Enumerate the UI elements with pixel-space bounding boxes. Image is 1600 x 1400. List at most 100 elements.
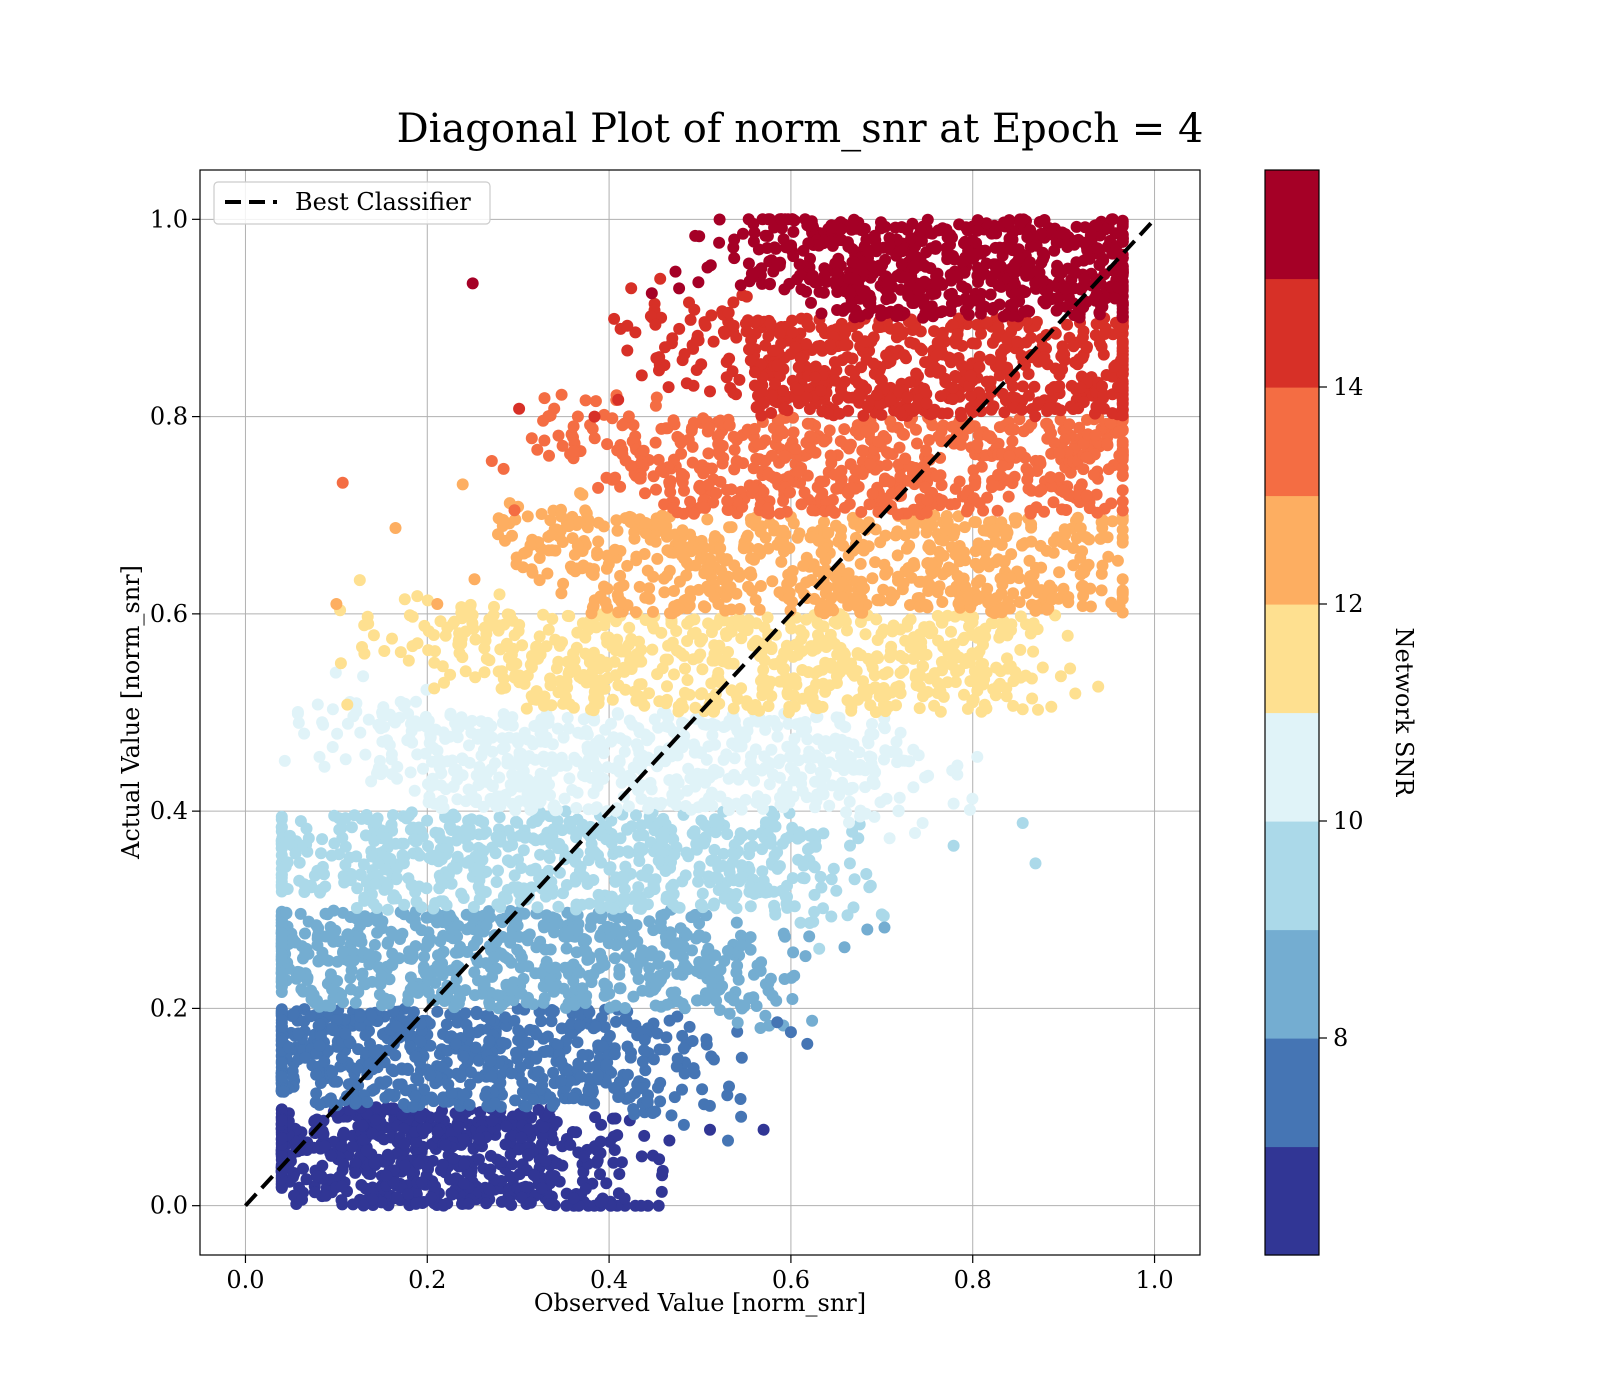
scatter-point [700,718,713,731]
scatter-point [913,702,926,715]
scatter-point [651,668,664,681]
scatter-point [995,539,1008,551]
scatter-point [735,682,748,695]
scatter-point [609,999,622,1012]
scatter-point [723,862,736,875]
scatter-point [311,698,324,711]
scatter-point [652,1199,665,1212]
scatter-point [1041,603,1053,616]
scatter-point [585,914,598,927]
scatter-point [803,930,816,943]
scatter-point [495,1155,507,1168]
scatter-point [839,615,852,628]
scatter-point [513,618,526,631]
scatter-point [920,506,933,519]
scatter-point [705,786,718,799]
scatter-point [1032,703,1044,716]
scatter-point [696,1083,709,1096]
scatter-point [615,595,628,608]
scatter-point [671,1052,684,1065]
scatter-point [546,738,559,751]
scatter-point [580,676,593,689]
scatter-point [547,1066,560,1079]
scatter-point [443,820,456,833]
scatter-point [722,772,735,785]
scatter-point [532,1065,545,1078]
scatter-point [389,837,402,850]
scatter-point [627,1103,640,1115]
scatter-point [724,580,737,593]
scatter-point [610,939,623,952]
scatter-point [318,1140,331,1153]
scatter-point [618,735,631,748]
scatter-point [415,1176,428,1189]
scatter-point [866,572,879,585]
scatter-point [777,537,790,550]
scatter-point [383,1088,396,1101]
scatter-point [358,894,371,907]
scatter-point [350,1095,363,1108]
scatter-point [643,915,656,928]
scatter-point [457,1050,470,1063]
scatter-point [403,609,416,622]
scatter-point [308,1114,321,1127]
scatter-point [1116,585,1129,598]
scatter-point [783,750,796,763]
scatter-point [541,1044,554,1057]
scatter-point [527,693,540,706]
scatter-point [907,557,920,569]
scatter-point [563,961,576,974]
scatter-point [664,928,677,941]
scatter-point [293,968,306,981]
scatter-point [284,829,296,842]
scatter-point [413,849,426,862]
scatter-point [790,678,803,691]
scatter-point [506,1158,519,1171]
scatter-point [369,877,382,890]
scatter-point [337,945,350,958]
scatter-point [809,667,822,680]
scatter-point [275,927,288,940]
scatter-point [919,771,932,784]
scatter-point [723,521,736,534]
scatter-point [465,1066,477,1079]
plot-area: 0.0 0.2 0.4 0.6 0.8 1.0 0.00.20.40.60.81.0 [150,169,1201,1294]
scatter-point [600,562,613,575]
scatter-point [887,619,900,632]
scatter-point [727,702,740,715]
scatter-point [936,596,949,608]
scatter-point [771,730,784,743]
scatter-point [768,899,781,912]
scatter-point [318,1055,331,1068]
scatter-point [828,616,841,628]
scatter-point [308,1186,321,1199]
scatter-point [596,1040,609,1053]
scatter-point [668,1091,681,1104]
scatter-point [666,939,679,951]
scatter-point [718,892,731,905]
scatter-point [865,757,878,770]
scatter-point [532,652,544,665]
scatter-point [754,964,767,977]
scatter-point [472,728,485,741]
scatter-point [456,478,469,491]
scatter-point [390,871,403,884]
scatter-point [931,687,944,699]
scatter-point [339,812,352,825]
scatter-point [591,1154,604,1167]
scatter-point [661,527,674,540]
scatter-point [625,918,638,931]
scatter-point [879,705,892,718]
scatter-point [300,822,313,835]
scatter-point [414,1111,427,1124]
scatter-point [900,542,913,555]
scatter-point [638,1034,651,1046]
scatter-point [473,893,486,906]
scatter-point [443,909,456,922]
scatter-point [370,1114,382,1126]
scatter-point [679,662,691,675]
scatter-point [576,982,589,995]
scatter-point [787,774,800,787]
scatter-point [398,1138,411,1151]
scatter-point [545,699,558,712]
